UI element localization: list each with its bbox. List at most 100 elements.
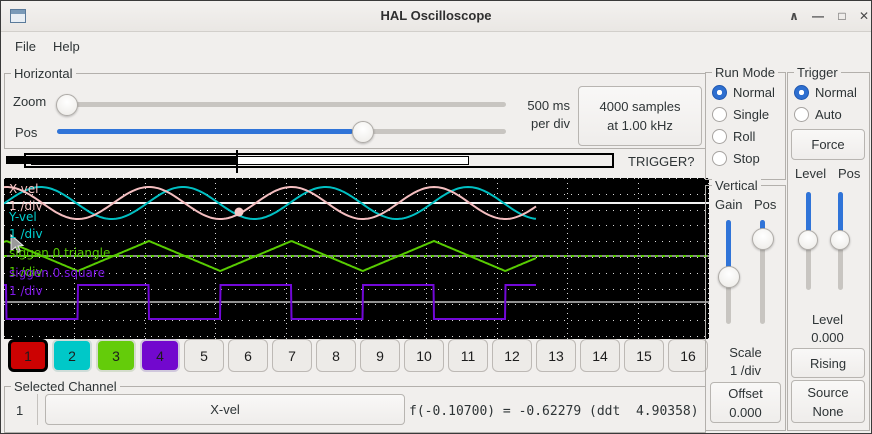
pos-slider-label: Pos (15, 125, 38, 140)
run-mode-radio-dot[interactable] (712, 107, 727, 122)
channel-button-row: 1 2 3 4 5 6 7 8 9 10 11 12 13 14 15 16 (1, 339, 711, 372)
channel-button-1[interactable]: 1 (8, 339, 48, 372)
scope-channel-label: siggen.0.triangle (9, 246, 111, 260)
channel-button-13[interactable]: 13 (536, 339, 576, 372)
pos-slider-handle[interactable] (352, 121, 374, 143)
scope-channel-label: Y-vel (9, 210, 37, 224)
time-per-div-readout: 500 ms per div (510, 97, 570, 133)
mouse-cursor-icon (10, 233, 25, 254)
channel-button-2[interactable]: 2 (52, 339, 92, 372)
run-mode-radio-roll[interactable]: Roll (712, 129, 782, 145)
channel-value-readout: f(-0.10700) = -0.62279 (ddt 4.90358) (409, 404, 699, 419)
channel-button-7[interactable]: 7 (272, 339, 312, 372)
record-fill-bar (6, 156, 237, 164)
trigger-level-slider-label: Level (795, 166, 827, 181)
menu-file[interactable]: File (15, 39, 36, 54)
trigger-mode-radio-auto[interactable]: Auto (794, 107, 864, 123)
channel-button-8[interactable]: 8 (316, 339, 356, 372)
selected-channel-number: 1 (16, 403, 24, 418)
zoom-slider-track[interactable] (57, 102, 506, 107)
sample-rate-button[interactable]: 4000 samples at 1.00 kHz (578, 86, 702, 146)
run-mode-radio-label: Single (733, 107, 770, 122)
app-icon (10, 9, 26, 23)
vertical-frame: Vertical Gain Pos Scale 1 /div Offset 0.… (705, 178, 786, 431)
selected-channel-frame-label: Selected Channel (11, 379, 120, 394)
menu-help[interactable]: Help (53, 39, 80, 54)
time-per-div-value: 500 ms (527, 98, 570, 113)
channel-button-16[interactable]: 16 (668, 339, 708, 372)
channel-button-14[interactable]: 14 (580, 339, 620, 372)
trigger-source-button[interactable]: Source None (791, 380, 865, 423)
ch1-ch2-zero (4, 202, 709, 204)
scope-channel-label: X-vel (9, 182, 39, 196)
selected-channel-frame: Selected Channel (4, 379, 706, 433)
trigger-pos-slider-fill (838, 192, 843, 240)
trigger-mode-radio-normal[interactable]: Normal (794, 85, 864, 101)
channel-button-12[interactable]: 12 (492, 339, 532, 372)
scope-channel-label: 1 /div (9, 265, 43, 279)
trigger-force-button[interactable]: Force (791, 129, 865, 160)
record-extent-outline (24, 153, 614, 168)
run-mode-radio-dot[interactable] (712, 129, 727, 144)
title-bar[interactable]: HAL Oscilloscope ∧ — □ ✕ (1, 1, 871, 32)
trigger-pos-slider-handle[interactable] (830, 230, 850, 250)
scope-channel-label: 1 /div (9, 199, 43, 213)
channel-source-button[interactable]: X-vel (45, 394, 405, 425)
channel-button-15[interactable]: 15 (624, 339, 664, 372)
ch4-zero (4, 301, 709, 303)
run-mode-radio-single[interactable]: Single (712, 107, 782, 123)
vertical-frame-label: Vertical (712, 178, 761, 193)
scope-traces (4, 185, 537, 320)
zoom-slider-label: Zoom (13, 94, 47, 109)
trigger-level-slider-fill (806, 192, 811, 240)
window-title: HAL Oscilloscope (380, 8, 492, 23)
shade-button[interactable]: ∧ (789, 9, 799, 23)
trigger-mode-radio-label: Normal (815, 85, 857, 100)
pos-slider-fill (57, 129, 353, 134)
trigger-level-value: 0.000 (811, 330, 844, 345)
trigger-position-tick (236, 150, 238, 173)
gain-slider-handle[interactable] (718, 266, 740, 288)
trigger-level-slider-handle[interactable] (798, 230, 818, 250)
trigger-mode-radio-dot[interactable] (794, 85, 809, 100)
zoom-slider-handle[interactable] (56, 94, 78, 116)
run-mode-radio-normal[interactable]: Normal (712, 85, 782, 101)
vertical-scale-label: Scale (729, 345, 762, 360)
trigger-frame-label: Trigger (794, 65, 841, 80)
samples-count: 4000 samples (599, 99, 681, 114)
trigger-level-label: Level (811, 312, 844, 327)
trace-siggen.0.square (4, 284, 536, 320)
run-mode-radio-dot[interactable] (712, 151, 727, 166)
scope-channel-label: siggen.0.square (9, 266, 105, 280)
channel-button-6[interactable]: 6 (228, 339, 268, 372)
channel-button-10[interactable]: 10 (404, 339, 444, 372)
channel-button-11[interactable]: 11 (448, 339, 488, 372)
scope-channel-label: 1 /div (9, 284, 43, 298)
trace-Y-vel (4, 185, 537, 220)
run-mode-radio-stop[interactable]: Stop (712, 151, 782, 167)
trace-siggen.0.triangle (4, 239, 537, 272)
channel-button-9[interactable]: 9 (360, 339, 400, 372)
channel-button-5[interactable]: 5 (184, 339, 224, 372)
run-mode-radio-dot[interactable] (712, 85, 727, 100)
samples-rate: at 1.00 kHz (607, 118, 673, 133)
run-mode-frame-label: Run Mode (712, 65, 778, 80)
channel-button-3[interactable]: 3 (96, 339, 136, 372)
vpos-slider-track[interactable] (760, 220, 765, 324)
trigger-mode-radio-dot[interactable] (794, 107, 809, 122)
channel-button-4[interactable]: 4 (140, 339, 180, 372)
ch3-zero-dashes (4, 255, 709, 257)
close-button[interactable]: ✕ (858, 9, 870, 23)
run-mode-frame: Run Mode Normal Single Roll Stop (705, 65, 786, 180)
trigger-status-label: TRIGGER? (628, 154, 695, 169)
vertical-offset-button[interactable]: Offset 0.000 (710, 382, 781, 423)
vpos-slider-handle[interactable] (752, 228, 774, 250)
selected-channel-divider (37, 394, 38, 425)
trigger-pos-slider-label: Pos (838, 166, 861, 181)
scope-display[interactable]: X-vel 1 /div Y-vel 1 /div siggen.0.triangle 1… (4, 178, 709, 339)
maximize-button[interactable]: □ (838, 9, 846, 23)
channel-source-name: X-vel (210, 402, 240, 417)
trigger-edge-button[interactable]: Rising (791, 348, 865, 378)
minimize-button[interactable]: — (812, 9, 824, 23)
